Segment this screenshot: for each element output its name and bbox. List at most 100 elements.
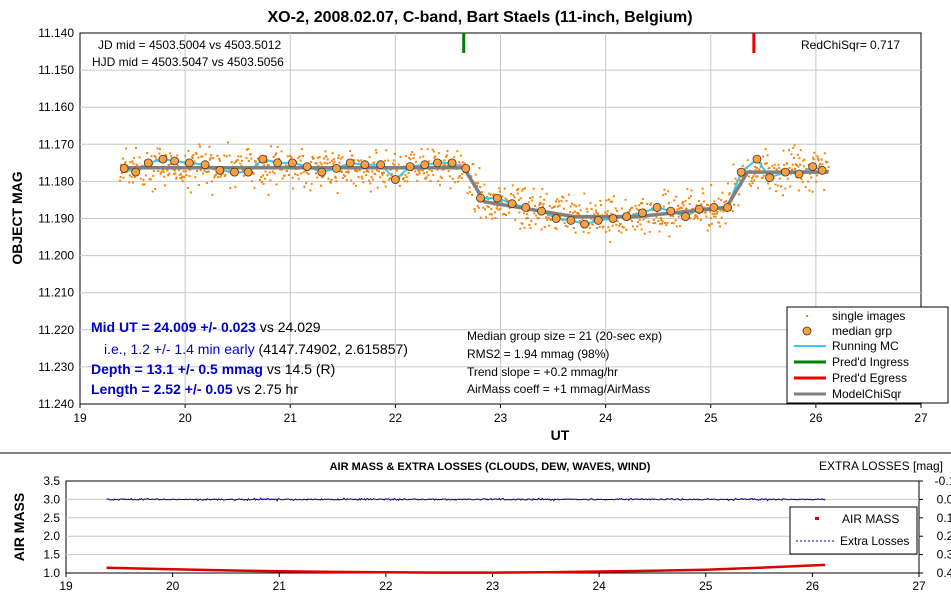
single-image-point bbox=[738, 179, 741, 182]
single-image-point bbox=[395, 169, 398, 172]
single-image-point bbox=[677, 215, 680, 218]
single-image-point bbox=[152, 170, 155, 172]
single-image-point bbox=[135, 146, 137, 149]
single-image-point bbox=[577, 211, 580, 214]
single-image-point bbox=[672, 222, 675, 225]
single-image-point bbox=[788, 149, 790, 151]
single-image-point bbox=[534, 223, 537, 226]
main-x-tick-labels: 19 20 21 22 23 24 25 26 27 bbox=[73, 411, 928, 425]
single-image-point bbox=[709, 217, 712, 220]
single-image-point bbox=[590, 208, 593, 210]
single-image-point bbox=[778, 177, 781, 180]
single-image-point bbox=[427, 174, 430, 177]
single-image-point bbox=[342, 174, 345, 177]
median-grp-point bbox=[781, 167, 790, 177]
single-image-point bbox=[696, 215, 699, 218]
main-x-tick: 19 bbox=[73, 411, 87, 425]
single-image-point bbox=[566, 225, 569, 228]
single-image-point bbox=[818, 163, 821, 166]
single-image-point bbox=[693, 216, 696, 219]
single-image-point bbox=[351, 154, 354, 157]
single-image-point bbox=[197, 184, 200, 186]
single-image-point bbox=[445, 154, 448, 157]
single-image-point bbox=[514, 218, 517, 221]
single-image-point bbox=[258, 179, 261, 181]
median-grp-point bbox=[131, 167, 141, 177]
single-image-point bbox=[474, 210, 477, 213]
single-image-point bbox=[175, 176, 178, 179]
single-image-point bbox=[360, 175, 363, 178]
legend-label-median-grp: median grp bbox=[832, 324, 892, 338]
single-image-point bbox=[696, 217, 699, 220]
single-image-point bbox=[661, 222, 663, 225]
single-image-point bbox=[428, 168, 431, 171]
single-image-point bbox=[218, 157, 221, 160]
single-image-point bbox=[530, 219, 533, 222]
single-image-point bbox=[443, 159, 446, 162]
median-grp-point bbox=[765, 173, 774, 183]
single-image-point bbox=[616, 210, 618, 212]
main-y-tick-labels: 11.140 11.150 11.160 11.170 11.180 11.190 11.2… bbox=[38, 26, 74, 411]
single-image-point bbox=[594, 204, 597, 207]
single-image-point bbox=[635, 207, 638, 210]
main-y-tick: 11.140 bbox=[38, 26, 74, 40]
single-image-point bbox=[133, 176, 136, 179]
single-image-point bbox=[446, 149, 449, 152]
single-image-point bbox=[781, 194, 784, 197]
median-grp-point bbox=[580, 219, 589, 229]
single-image-point bbox=[152, 174, 155, 177]
single-image-point bbox=[405, 176, 408, 179]
airmass-y-tick: 3.5 bbox=[43, 474, 60, 488]
single-image-point bbox=[649, 202, 652, 205]
single-image-point bbox=[529, 197, 531, 200]
single-image-point bbox=[297, 157, 300, 160]
single-image-point bbox=[408, 156, 411, 159]
single-image-point bbox=[498, 187, 501, 190]
single-image-point bbox=[553, 205, 556, 208]
single-image-point bbox=[610, 212, 613, 215]
airmass-x-tick: 27 bbox=[912, 579, 926, 593]
single-image-point bbox=[825, 160, 827, 163]
single-image-point bbox=[471, 193, 474, 196]
single-image-point bbox=[315, 162, 318, 165]
single-image-point bbox=[756, 175, 759, 178]
single-image-point bbox=[490, 213, 493, 216]
single-image-point bbox=[267, 193, 270, 196]
single-image-point bbox=[382, 171, 385, 174]
extra-losses-tick-labels: -0.1 0.0 0.1 0.2 0.3 0.4 bbox=[935, 474, 951, 580]
single-image-point bbox=[589, 202, 592, 205]
single-image-point bbox=[278, 157, 280, 160]
single-image-point bbox=[212, 157, 215, 160]
single-image-point bbox=[458, 161, 461, 164]
single-image-point bbox=[775, 168, 778, 171]
single-image-point bbox=[337, 157, 340, 160]
single-image-point bbox=[664, 192, 667, 195]
single-image-point bbox=[472, 163, 475, 166]
single-image-point bbox=[542, 205, 544, 208]
single-image-point bbox=[357, 159, 359, 162]
airmass-y-tick-labels: 1.0 1.5 2.0 2.5 3.0 3.5 bbox=[43, 474, 60, 580]
single-image-point bbox=[772, 173, 774, 176]
single-image-point bbox=[497, 208, 500, 211]
single-image-point bbox=[678, 207, 681, 210]
single-image-point bbox=[817, 159, 820, 162]
single-image-point bbox=[205, 182, 208, 184]
single-image-point bbox=[241, 159, 243, 162]
median-grp-point bbox=[243, 167, 253, 177]
single-image-point bbox=[639, 223, 642, 226]
single-image-point bbox=[679, 206, 682, 209]
single-image-point bbox=[389, 168, 392, 171]
single-image-point bbox=[488, 213, 491, 216]
single-image-point bbox=[217, 176, 219, 179]
single-image-point bbox=[416, 173, 419, 176]
single-image-point bbox=[150, 155, 153, 158]
single-image-point bbox=[528, 224, 531, 226]
single-image-point bbox=[315, 172, 317, 175]
single-image-point bbox=[480, 191, 483, 194]
single-image-point bbox=[519, 227, 522, 230]
single-image-point bbox=[593, 213, 596, 216]
single-image-point bbox=[352, 182, 355, 185]
single-image-point bbox=[184, 170, 187, 173]
single-image-point bbox=[506, 199, 509, 202]
single-image-point bbox=[799, 149, 802, 152]
